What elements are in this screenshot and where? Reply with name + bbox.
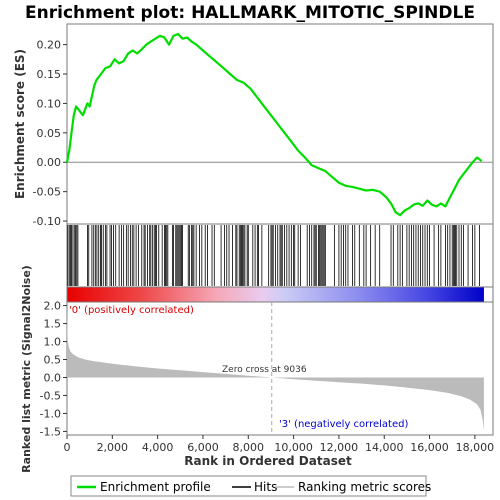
metric-y-tick-label: -1.5 [40, 425, 61, 438]
metric-y-axis: 2.0 1.5 1.0 0.5 0.0 -0.5 -1.0 -1.5 [40, 300, 67, 438]
metric-y-tick-label: -1.0 [40, 407, 61, 420]
es-y-tick-label: 0.05 [37, 127, 62, 140]
legend: Enrichment profile Hits Ranking metric s… [70, 475, 431, 497]
es-y-tick-label: -0.10 [33, 215, 61, 228]
legend-label-ranking-metric: Ranking metric scores [298, 480, 431, 494]
x-tick-label: 14,000 [365, 441, 404, 454]
x-tick-label: 10,000 [274, 441, 313, 454]
es-y-tick-label: 0.00 [37, 156, 62, 169]
es-panel: 0.20 0.15 0.10 0.05 0.00 -0.05 -0.10 Enrichmen… [13, 23, 494, 228]
negative-correlation-label: '3' (negatively correlated) [279, 419, 408, 430]
x-tick-label: 8,000 [233, 441, 265, 454]
x-tick-label: 6,000 [187, 441, 219, 454]
metric-area [67, 309, 484, 431]
x-axis-title: Rank in Ordered Dataset [184, 454, 352, 468]
positive-correlation-label: '0' (positively correlated) [69, 305, 194, 316]
x-tick-label: 2,000 [97, 441, 129, 454]
es-y-tick-label: -0.05 [33, 186, 61, 199]
x-tick-label: 18,000 [456, 441, 495, 454]
legend-box [70, 475, 427, 497]
es-y-axis: 0.20 0.15 0.10 0.05 0.00 -0.05 -0.10 [33, 39, 67, 228]
es-y-tick-label: 0.10 [37, 97, 62, 110]
es-series-line [65, 32, 483, 217]
metric-y-tick-label: 0.0 [44, 371, 62, 384]
metric-y-tick-label: -0.5 [40, 389, 61, 402]
x-axis: 0 2,000 4,000 6,000 8,000 10,000 12,000 14,000 1… [64, 435, 495, 454]
chart-title: Enrichment plot: HALLMARK_MITOTIC_SPINDL… [25, 3, 475, 23]
legend-label-enrichment-profile: Enrichment profile [100, 480, 211, 494]
es-y-tick-label: 0.20 [37, 39, 62, 52]
metric-y-tick-label: 1.0 [44, 336, 62, 349]
hits-panel [66, 223, 494, 288]
es-panel-frame [66, 23, 494, 225]
x-tick-label: 16,000 [410, 441, 449, 454]
es-y-axis-title: Enrichment score (ES) [13, 49, 27, 199]
rank-color-bar [66, 286, 494, 303]
metric-y-tick-label: 2.0 [44, 300, 62, 313]
metric-y-tick-label: 0.5 [44, 354, 62, 367]
x-tick-label: 12,000 [320, 441, 359, 454]
x-tick-label: 0 [64, 441, 71, 454]
legend-label-hits: Hits [254, 480, 277, 494]
x-tick-label: 4,000 [142, 441, 174, 454]
hits-lines [67, 225, 480, 286]
metric-y-axis-title: Ranked list metric (Signal2Noise) [20, 265, 33, 473]
rank-color-bar-fill [67, 287, 484, 302]
zero-cross-label: Zero cross at 9036 [222, 365, 307, 375]
metric-y-tick-label: 1.5 [44, 318, 62, 331]
es-y-tick-label: 0.15 [37, 68, 62, 81]
metric-panel: 2.0 1.5 1.0 0.5 0.0 -0.5 -1.0 -1.5 '0' (positiv… [20, 265, 494, 473]
